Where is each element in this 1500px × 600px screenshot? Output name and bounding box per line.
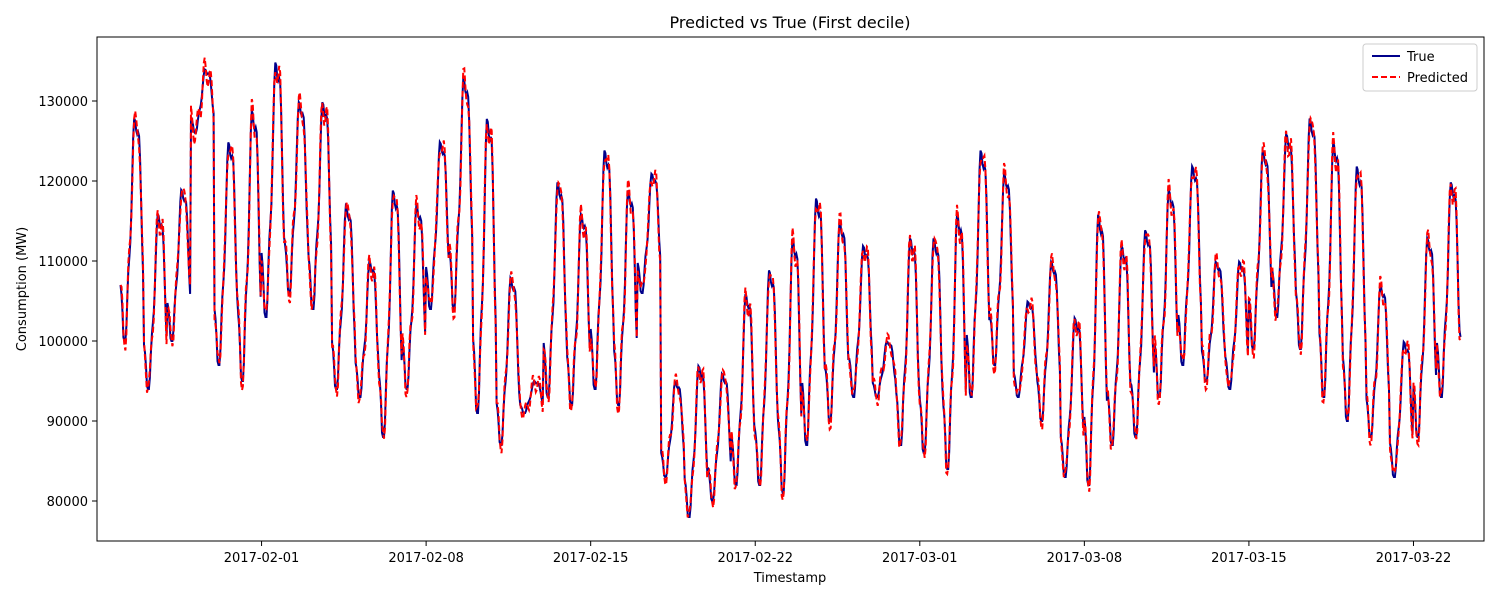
- y-tick-label: 100000: [38, 335, 88, 350]
- x-axis: 2017-02-01 2017-02-08 2017-02-15 2017-02-22…: [224, 541, 1451, 566]
- plot-frame: [96, 36, 1485, 542]
- x-axis-title: Timestamp: [753, 571, 827, 586]
- series-layer: [119, 57, 1462, 518]
- x-tick-label: 2017-03-15: [1211, 551, 1287, 566]
- y-axis-title: Consumption (MW): [15, 227, 30, 351]
- y-axis: 80000 90000 100000 110000 120000 130000: [38, 95, 97, 510]
- x-tick-label: 2017-02-15: [553, 551, 629, 566]
- y-tick-label: 120000: [38, 175, 88, 190]
- y-tick-label: 130000: [38, 95, 88, 110]
- x-tick-label: 2017-02-22: [717, 551, 793, 566]
- legend-true-label: True: [1406, 50, 1435, 65]
- legend: True Predicted: [1362, 43, 1478, 92]
- chart-title: Predicted vs True (First decile): [670, 13, 911, 32]
- legend-predicted-label: Predicted: [1407, 71, 1468, 86]
- y-tick-label: 90000: [47, 415, 88, 430]
- x-tick-label: 2017-03-22: [1376, 551, 1452, 566]
- x-tick-label: 2017-02-01: [224, 551, 300, 566]
- x-tick-label: 2017-02-08: [388, 551, 464, 566]
- x-tick-label: 2017-03-01: [882, 551, 958, 566]
- x-tick-label: 2017-03-08: [1047, 551, 1123, 566]
- y-tick-label: 80000: [47, 495, 88, 510]
- y-tick-label: 110000: [38, 255, 88, 270]
- series-line-predicted: [119, 57, 1462, 518]
